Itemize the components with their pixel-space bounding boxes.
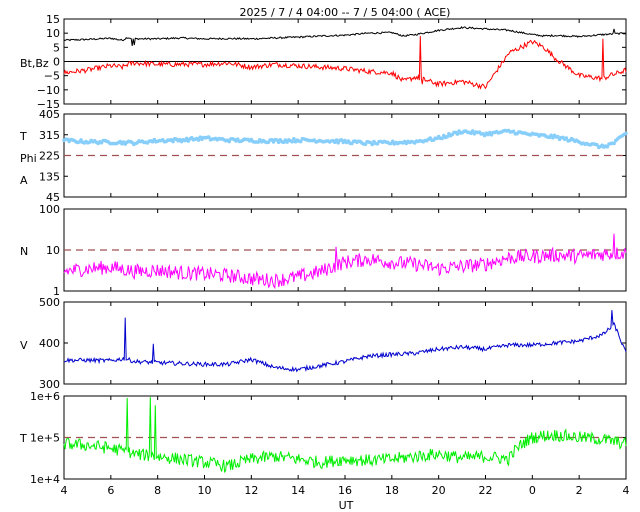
x-tick-label: 8 bbox=[154, 484, 161, 497]
data-point bbox=[390, 139, 395, 144]
panels: 151050−5−10−15Bt,Bz40531522513545TPhiA10… bbox=[19, 13, 628, 486]
y-tick-label: 45 bbox=[46, 191, 60, 204]
y-tick-label: 0 bbox=[53, 56, 60, 69]
x-tick-label: 20 bbox=[432, 484, 446, 497]
series-density bbox=[63, 233, 627, 290]
data-point bbox=[470, 129, 475, 133]
series-bt bbox=[63, 26, 627, 46]
data-point bbox=[564, 136, 569, 140]
x-tick-label: 14 bbox=[291, 484, 305, 497]
panel-theta-phi: 405 315 225 135 45 T Phi A bbox=[19, 108, 628, 204]
y-tick-label: 15 bbox=[46, 13, 60, 26]
data-point bbox=[556, 134, 560, 139]
y-axis-label: Bt,Bz bbox=[20, 57, 49, 70]
x-tick-label: 22 bbox=[479, 484, 493, 497]
panel-density: 100 10 1 N bbox=[20, 203, 627, 298]
x-axis-label: UT bbox=[339, 499, 354, 512]
x-axis: 4 6 8 10 12 14 16 18 20 22 0 2 4 bbox=[61, 484, 630, 497]
data-point bbox=[290, 139, 295, 144]
y-tick-label: −5 bbox=[44, 70, 60, 83]
y-axis-label: T bbox=[19, 432, 27, 445]
y-tick-label: 10 bbox=[46, 27, 60, 40]
y-tick-label: 1e+5 bbox=[30, 432, 60, 445]
data-point bbox=[292, 137, 296, 141]
data-point bbox=[196, 138, 201, 142]
data-point bbox=[445, 134, 450, 139]
y-tick-label: 1 bbox=[53, 285, 60, 298]
y-tick-label: 405 bbox=[39, 108, 60, 121]
data-point bbox=[440, 136, 444, 141]
data-point bbox=[624, 131, 628, 136]
x-tick-label: 2 bbox=[576, 484, 583, 497]
y-tick-label: 5 bbox=[53, 41, 60, 54]
x-tick-label: 0 bbox=[529, 484, 536, 497]
y-tick-label: 1e+4 bbox=[30, 473, 60, 486]
y-tick-label: 315 bbox=[39, 129, 60, 142]
data-point bbox=[370, 142, 375, 147]
panel-velocity: 500 400 300 V bbox=[20, 296, 627, 391]
y-axis-label: Phi bbox=[20, 152, 37, 165]
y-tick-label: 225 bbox=[39, 150, 60, 163]
y-axis-label: N bbox=[20, 245, 28, 258]
x-tick-label: 18 bbox=[385, 484, 399, 497]
y-axis-label: V bbox=[20, 339, 28, 352]
data-point bbox=[612, 141, 616, 146]
data-point bbox=[455, 132, 460, 136]
x-tick-label: 4 bbox=[61, 484, 68, 497]
x-tick-label: 10 bbox=[198, 484, 212, 497]
data-point bbox=[334, 138, 339, 142]
data-point bbox=[207, 135, 211, 139]
data-point bbox=[595, 143, 599, 147]
x-tick-label: 4 bbox=[623, 484, 630, 497]
y-axis-label: T bbox=[19, 130, 27, 143]
data-point bbox=[605, 144, 610, 149]
x-tick-label: 12 bbox=[244, 484, 258, 497]
data-point bbox=[171, 139, 175, 144]
x-tick-label: 6 bbox=[107, 484, 114, 497]
data-point bbox=[184, 136, 189, 141]
series-velocity bbox=[64, 310, 627, 373]
y-axis-label: A bbox=[20, 174, 28, 187]
chart-title: 2025 / 7 / 4 04:00 -- 7 / 5 04:00 ( ACE) bbox=[240, 6, 451, 19]
series-bz bbox=[63, 35, 627, 90]
y-tick-label: 100 bbox=[39, 203, 60, 216]
x-tick-label: 16 bbox=[338, 484, 352, 497]
panel-frame bbox=[63, 301, 627, 385]
y-tick-label: 400 bbox=[39, 337, 60, 350]
series-temperature bbox=[63, 396, 627, 474]
data-point bbox=[227, 139, 231, 144]
y-tick-label: −10 bbox=[37, 84, 60, 97]
y-tick-label: 1e+6 bbox=[30, 390, 60, 403]
y-tick-label: −15 bbox=[37, 98, 60, 111]
y-tick-label: 135 bbox=[39, 170, 60, 183]
y-tick-label: 10 bbox=[46, 244, 60, 257]
y-tick-label: 300 bbox=[39, 378, 60, 391]
y-tick-label: 500 bbox=[39, 296, 60, 309]
panel-temperature: 1e+6 1e+5 1e+4 T bbox=[19, 390, 627, 486]
data-point bbox=[298, 139, 303, 144]
